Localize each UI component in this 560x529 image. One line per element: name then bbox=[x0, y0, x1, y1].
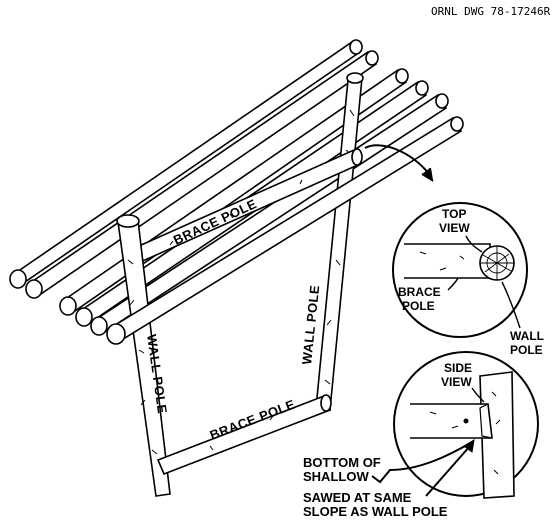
left-wall-pole bbox=[116, 214, 171, 497]
brace-pole-detail-leader bbox=[447, 277, 459, 291]
sawed-label-2: SLOPE AS WALL POLE bbox=[303, 504, 448, 519]
side-view-label-1: SIDE bbox=[444, 361, 472, 375]
top-view-leader bbox=[465, 235, 483, 253]
wall-pole-detail-label-2: POLE bbox=[510, 343, 543, 357]
bottom-of-shallow-label-1: BOTTOM OF bbox=[303, 455, 381, 470]
wall-pole-detail-leader bbox=[501, 281, 521, 329]
top-view-label-2: VIEW bbox=[439, 221, 470, 235]
bottom-of-shallow-label-2: SHALLOW bbox=[303, 469, 369, 484]
callout-arrow bbox=[364, 144, 434, 182]
shallow-arrow bbox=[371, 441, 473, 484]
bottom-brace-pole bbox=[156, 394, 332, 476]
brace-pole-detail-label-1: BRACE bbox=[398, 285, 441, 299]
wall-pole-detail-label-1: WALL bbox=[510, 329, 544, 343]
front-roof-pole bbox=[106, 116, 464, 345]
roof-pole bbox=[9, 39, 363, 289]
sawed-arrowhead bbox=[463, 439, 475, 453]
sawed-label-1: SAWED AT SAME bbox=[303, 490, 412, 505]
roof-pole bbox=[25, 50, 379, 299]
top-view-detail bbox=[392, 202, 528, 338]
side-view-detail bbox=[393, 351, 539, 499]
side-view-label-2: VIEW bbox=[441, 375, 472, 389]
side-view-leader bbox=[471, 387, 485, 403]
brace-pole-detail-label-2: POLE bbox=[402, 299, 435, 313]
roof-poles bbox=[9, 39, 449, 336]
top-brace-pole bbox=[128, 148, 363, 266]
sawed-arrow bbox=[425, 445, 471, 497]
top-view-label-1: TOP bbox=[442, 207, 466, 221]
drawing-number: ORNL DWG 78-17246R bbox=[431, 5, 551, 18]
wall-pole-right-label: WALL POLE bbox=[299, 284, 322, 365]
